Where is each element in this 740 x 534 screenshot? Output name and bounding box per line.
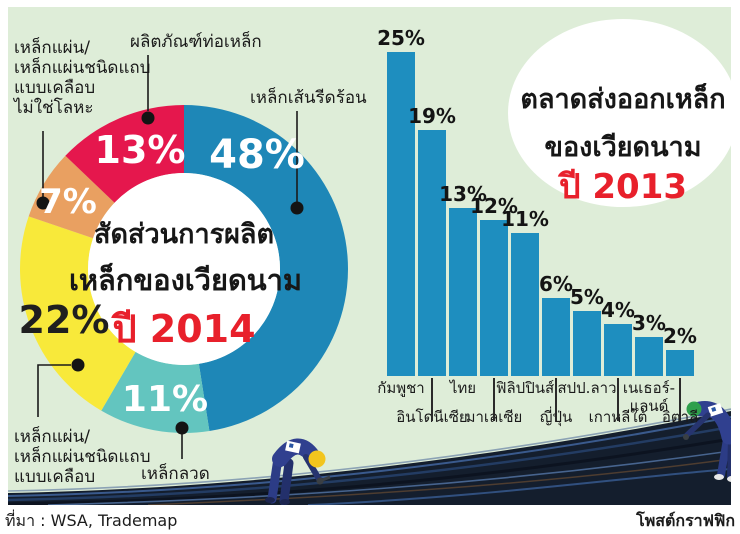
rebar-streak [47,450,731,505]
bar-7 [604,324,632,376]
rebar-streak [8,437,731,505]
donut-callout-label: เหล็กเส้นรีดร้อน [250,88,367,108]
donut-title-year: ปี 2014 [112,307,256,351]
barchart-title-line1: ตลาดส่งออกเหล็ก [520,84,726,115]
title-ellipse [508,19,731,207]
rebar-streak [8,416,731,497]
bar-5 [542,298,570,376]
bar-value-label: 6% [539,272,573,296]
donut-slice-2 [20,216,136,411]
bar-value-label: 2% [663,324,697,348]
donut-callout-label: เหล็กแผ่น/ เหล็กแผ่นชนิดแถบ แบบเคลือบ [14,427,151,487]
worker-left [265,438,331,505]
rebar-streak [307,468,731,505]
bar-value-label: 12% [470,194,518,218]
donut-leader-lines [36,55,304,459]
charts-canvas [8,19,731,505]
bar-2 [449,208,477,376]
donut-percent-label: 13% [94,128,186,172]
bar-category-label: เนเธอร์- แลนด์ [622,379,676,415]
bar-6 [573,311,601,376]
bar-value-label: 13% [439,182,487,206]
leader-dot [175,421,189,435]
source-row: ที่มา : WSA, Trademap โพสต์กราฟฟิก [0,505,740,534]
green-helmet [686,401,702,417]
worker-right [683,401,731,482]
donut-percent-label: 48% [209,132,305,178]
bar-3 [480,220,508,376]
bar-value-label: 25% [377,26,425,50]
leader-dot [36,196,50,210]
bar-value-label: 19% [408,104,456,128]
bar-label-tick [493,378,495,421]
donut-slice-1 [101,351,210,433]
rebar-rust-streak [147,458,731,505]
barchart-title-line2: ของเวียดนาม [544,132,702,163]
donut-callout-label: เหล็กแผ่น/ เหล็กแผ่นชนิดแถบ แบบเคลือบ ไม… [14,38,151,118]
infographic-panel: สัดส่วนการผลิต เหล็กของเวียดนาม ปี 2014 … [8,7,731,505]
bar-label-tick [431,378,433,421]
steel-rebar-photo [8,401,731,505]
donut-title-line2: เหล็กของเวียดนาม [69,263,303,297]
donut-percent-label: 11% [121,379,209,420]
donut-hole [88,173,280,365]
bar-category-label: ไทย [449,379,477,397]
bar-category-label: ฟิลิปปินส์ [495,379,555,397]
donut-slice-0 [184,105,349,432]
bar-value-label: 11% [501,207,549,231]
bar-4 [511,233,539,376]
rebar-bundle [8,411,731,505]
donut-chart [20,105,349,433]
bar-label-tick [555,378,557,421]
barchart-title-year: ปี 2013 [558,167,688,207]
bar-0 [387,52,415,376]
bar-value-label: 3% [632,311,666,335]
bar-8 [635,337,663,376]
bar-label-tick [679,378,681,421]
donut-slice-3 [28,155,115,239]
rebar-highlight [8,408,731,492]
bar-1 [418,130,446,376]
leader-dot [290,201,304,215]
rebar-streak [8,425,731,502]
credit-label: โพสต์กราฟฟิก [636,511,735,530]
bar-value-label: 4% [601,298,635,322]
donut-callout-label: เหล็กลวด [141,464,210,484]
bar-9 [666,350,694,376]
source-label: ที่มา : WSA, Trademap [5,511,178,530]
leader-dot [141,111,155,125]
bar-category-label: กัมพูชา [377,379,425,397]
donut-percent-label: 7% [39,182,97,222]
donut-slice-4 [65,105,184,203]
leader-line [37,364,71,417]
donut-title-line1: สัดส่วนการผลิต [93,219,275,250]
yellow-helmet [308,450,326,468]
leader-dot [71,358,85,372]
bar-label-tick [617,378,619,421]
donut-callout-label: ผลิตภัณฑ์ท่อเหล็ก [130,32,262,52]
donut-percent-label: 22% [18,298,110,342]
bar-category-label: สปป.ลาว [557,379,617,397]
bar-value-label: 5% [570,285,604,309]
